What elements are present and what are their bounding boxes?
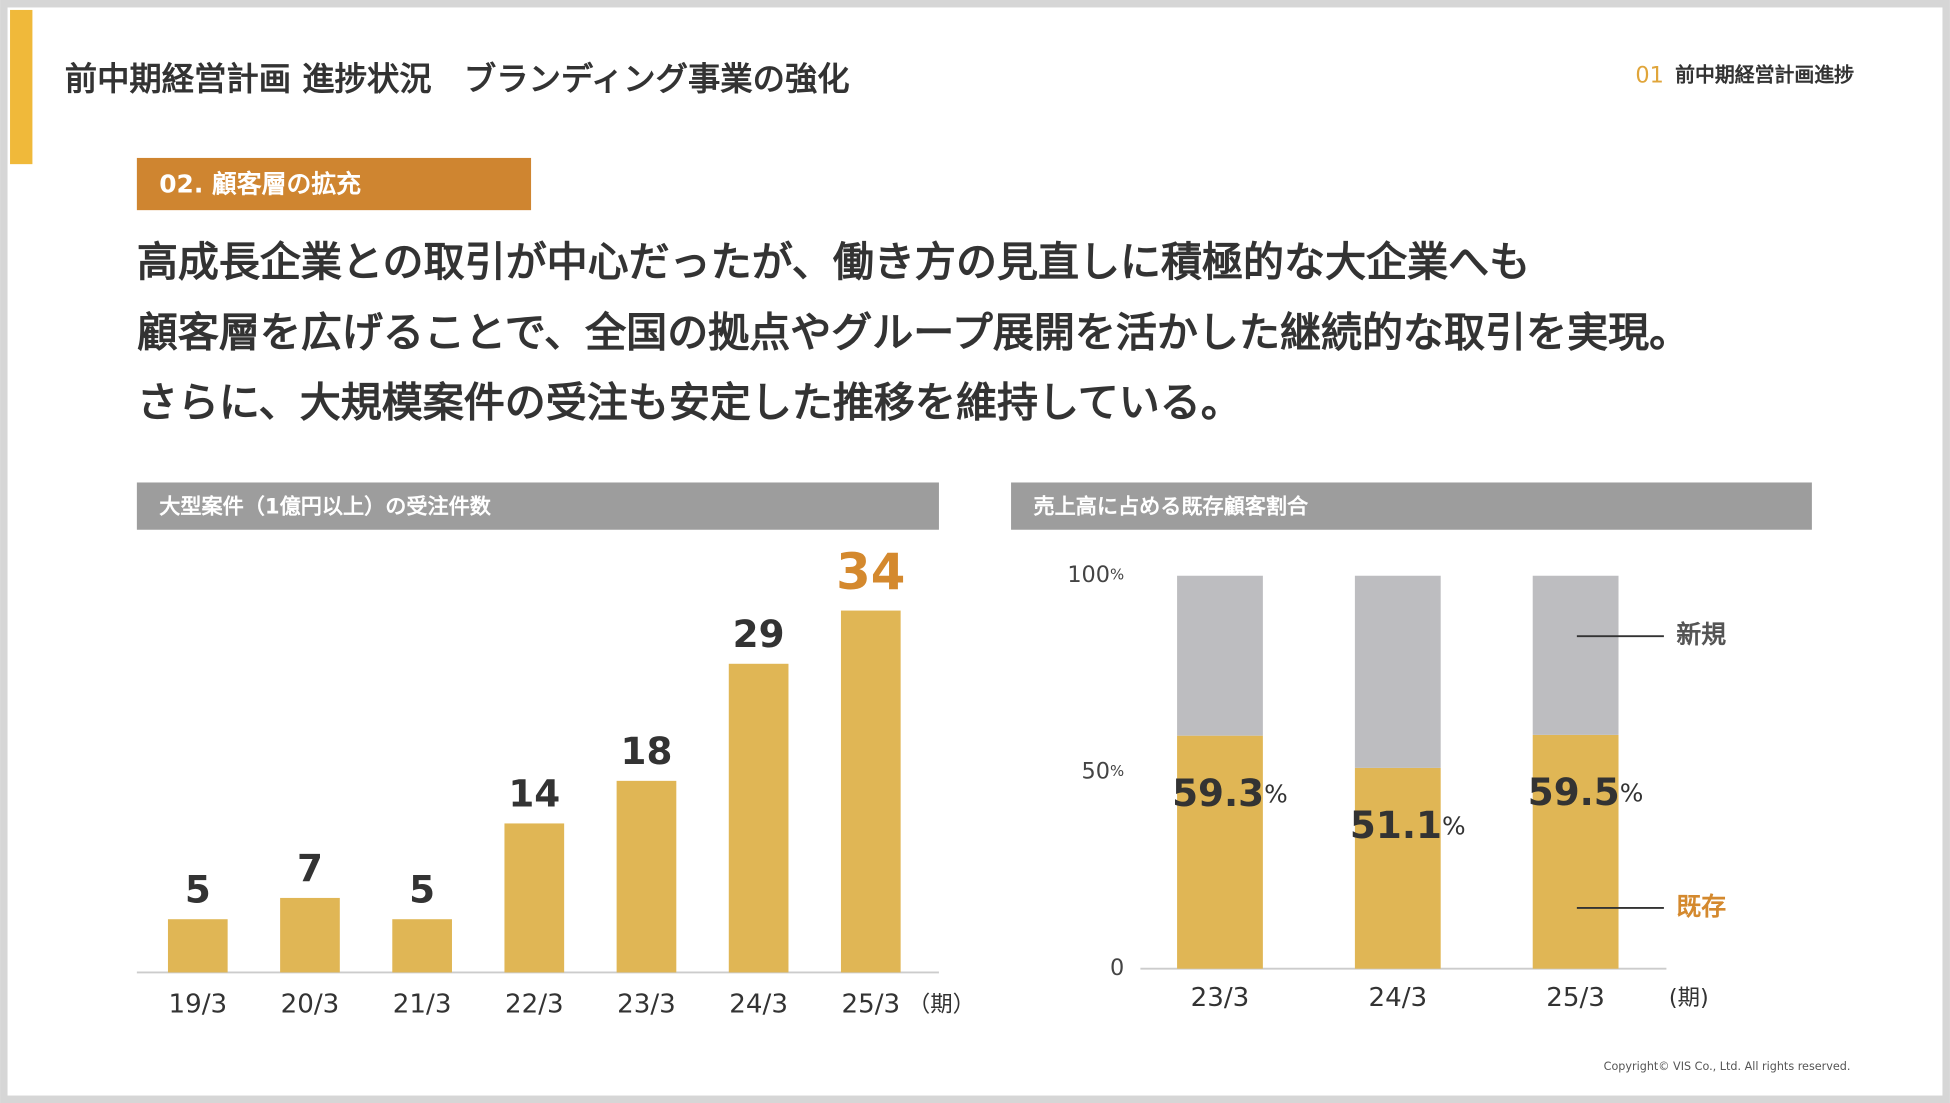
badge-bg	[136, 157, 532, 211]
section-name: 前中期経営計画進捗	[1675, 63, 1854, 86]
x-unit: (期)	[1669, 985, 1709, 1011]
copyright: Copyright© VIS Co., Ltd. All rights rese…	[1604, 1060, 1851, 1073]
chart-title: 大型案件（1億円以上）の受注件数	[159, 493, 491, 518]
value-label: 7	[297, 846, 323, 890]
chart-header	[136, 482, 939, 530]
x-tick-label: 19/3	[168, 989, 227, 1019]
x-tick-label: 23/3	[617, 989, 676, 1019]
value-label: 5	[409, 867, 435, 911]
value-label: 14	[508, 772, 560, 816]
bar-segment	[1177, 575, 1263, 736]
bar-segment	[1532, 734, 1619, 969]
chart-header	[1011, 482, 1812, 530]
bar-segment	[1354, 767, 1441, 969]
x-tick-label: 20/3	[281, 989, 340, 1019]
slide-title: 前中期経営計画 進捗状況 ブランディング事業の強化	[65, 60, 850, 98]
accent-bar	[10, 9, 33, 165]
bar	[392, 919, 452, 973]
bar-segment	[1354, 575, 1441, 768]
x-tick-label: 22/3	[505, 989, 564, 1019]
lead-line: 高成長企業との取引が中心だったが、働き方の見直しに積極的な大企業へも	[137, 238, 1530, 286]
section-number: 01	[1635, 62, 1663, 88]
lead-line: さらに、大規模案件の受注も安定した推移を維持している。	[137, 378, 1242, 426]
bar	[728, 663, 789, 973]
bar	[167, 919, 228, 973]
x-tick-label: 25/3	[1546, 983, 1605, 1013]
x-tick-label: 24/3	[1368, 983, 1427, 1013]
x-tick-label: 21/3	[393, 989, 452, 1019]
chart-title: 売上高に占める既存顧客割合	[1033, 493, 1309, 518]
x-unit: （期）	[908, 991, 975, 1017]
x-tick-label: 23/3	[1191, 983, 1250, 1013]
bar	[840, 610, 901, 973]
badge: 02. 顧客層の拡充	[159, 169, 361, 198]
value-label: 18	[621, 729, 673, 773]
value-label: 5	[185, 867, 211, 911]
legend-label: 既存	[1676, 892, 1726, 921]
value-label: 29	[733, 612, 785, 656]
legend-label: 新規	[1676, 620, 1726, 649]
bar-segment	[1177, 735, 1263, 969]
value-label: 34	[836, 543, 905, 601]
bar	[616, 780, 677, 973]
y-tick-label: 0	[1110, 955, 1124, 981]
bar	[280, 897, 340, 973]
bar-segment	[1532, 575, 1619, 735]
bar	[504, 823, 565, 973]
x-tick-label: 24/3	[729, 989, 788, 1019]
lead-line: 顧客層を広げることで、全国の拠点やグループ展開を活かした継続的な取引を実現。	[137, 309, 1690, 357]
x-tick-label: 25/3	[841, 989, 900, 1019]
